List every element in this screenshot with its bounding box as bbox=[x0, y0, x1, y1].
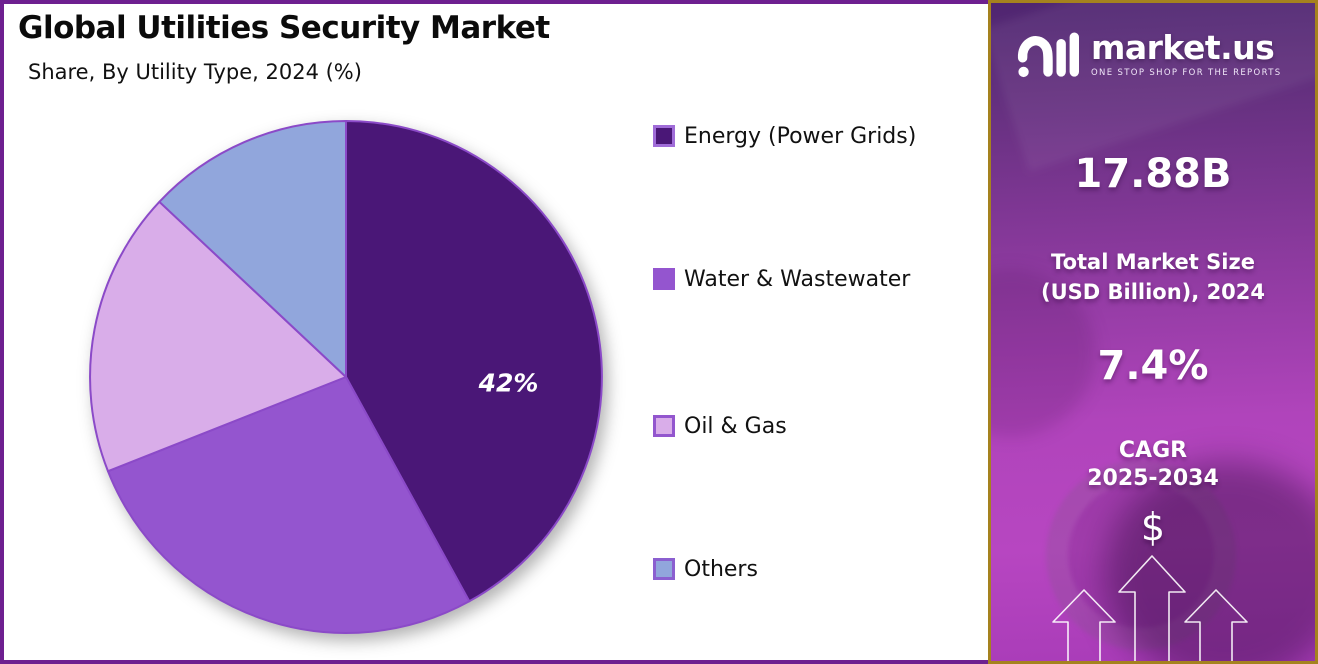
cagr-label: CAGR 2025-2034 bbox=[991, 437, 1315, 493]
brand-logo: market.us ONE STOP SHOP FOR THE REPORTS bbox=[1017, 31, 1282, 79]
legend-label: Oil & Gas bbox=[684, 413, 787, 439]
legend-swatch-others bbox=[653, 558, 675, 580]
total-market-size-label: Total Market Size (USD Billion), 2024 bbox=[991, 247, 1315, 307]
pie-slice-2 bbox=[89, 200, 347, 473]
total-market-size-label-line2: (USD Billion), 2024 bbox=[1040, 280, 1266, 304]
pie-slice-0 bbox=[345, 120, 603, 603]
legend-item-oil-gas: Oil & Gas bbox=[653, 408, 787, 444]
growth-arrows-icon bbox=[1052, 555, 1248, 661]
legend-swatch-oil-gas bbox=[653, 415, 675, 437]
chart-area: Global Utilities Security Market Share, … bbox=[0, 0, 992, 664]
cagr-label-line2: 2025-2034 bbox=[1087, 466, 1219, 491]
brand-panel: market.us ONE STOP SHOP FOR THE REPORTS … bbox=[988, 0, 1318, 664]
total-market-size-label-line1: Total Market Size bbox=[1051, 250, 1255, 274]
legend-item-others: Others bbox=[653, 551, 758, 587]
market-us-logo-icon bbox=[1017, 32, 1079, 78]
legend-swatch-energy bbox=[653, 125, 675, 147]
legend-label: Others bbox=[684, 556, 758, 582]
brand-tagline: ONE STOP SHOP FOR THE REPORTS bbox=[1091, 68, 1282, 78]
chart-subtitle: Share, By Utility Type, 2024 (%) bbox=[28, 60, 362, 84]
legend-item-energy: Energy (Power Grids) bbox=[653, 118, 916, 154]
legend-label: Water & Wastewater bbox=[684, 266, 911, 292]
pie-slice-1 bbox=[107, 376, 471, 634]
legend-swatch-water bbox=[653, 268, 675, 290]
pie-slice-3 bbox=[158, 120, 347, 378]
pie-data-label: 42% bbox=[478, 369, 539, 398]
page-title: Global Utilities Security Market bbox=[18, 10, 550, 46]
pie-chart: 42% bbox=[89, 120, 603, 634]
legend-item-water: Water & Wastewater bbox=[653, 261, 910, 297]
dollar-symbol: $ bbox=[1140, 505, 1166, 549]
brand-name: market.us bbox=[1091, 28, 1275, 67]
legend: Energy (Power Grids) Water & Wastewater … bbox=[653, 4, 983, 660]
legend-label: Energy (Power Grids) bbox=[684, 123, 917, 149]
cagr-label-line1: CAGR bbox=[1118, 438, 1188, 463]
cagr-value: 7.4% bbox=[1097, 343, 1209, 389]
total-market-size-value: 17.88B bbox=[1074, 151, 1232, 197]
